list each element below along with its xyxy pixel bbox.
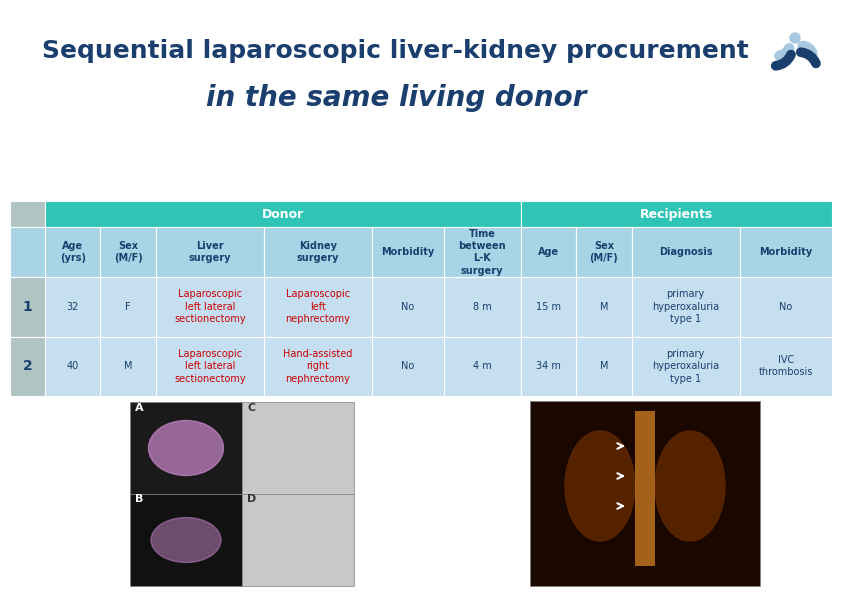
Bar [130, 494, 242, 586]
Text: IVC
thrombosis: IVC thrombosis [759, 355, 813, 377]
Text: M: M [124, 361, 132, 371]
Text: Sex
(M/F): Sex (M/F) [114, 241, 142, 263]
Circle shape [790, 33, 800, 43]
Text: 40: 40 [67, 361, 79, 371]
Bar [632, 277, 739, 337]
Bar [520, 201, 832, 227]
Bar [10, 227, 45, 277]
Text: 2: 2 [23, 359, 32, 373]
Text: Liver
surgery: Liver surgery [189, 241, 231, 263]
Bar [576, 337, 632, 396]
Bar [632, 227, 739, 277]
Bar [371, 227, 444, 277]
Text: Time
between
L-K
surgery: Time between L-K surgery [458, 229, 506, 276]
Text: Laparoscopic
left
nephrectomy: Laparoscopic left nephrectomy [285, 290, 350, 324]
Text: Laparoscopic
left lateral
sectionectomy: Laparoscopic left lateral sectionectomy [174, 290, 246, 324]
Bar [130, 402, 242, 494]
Text: Laparoscopic
left lateral
sectionectomy: Laparoscopic left lateral sectionectomy [174, 349, 246, 384]
Bar [739, 337, 832, 396]
Bar [576, 227, 632, 277]
Text: Morbidity: Morbidity [759, 247, 813, 257]
Text: M: M [600, 361, 608, 371]
Bar [264, 277, 371, 337]
Bar [635, 411, 655, 566]
Text: primary
hyperoxaluria
type 1: primary hyperoxaluria type 1 [652, 290, 719, 324]
FancyArrowPatch shape [801, 52, 816, 63]
Bar [100, 277, 156, 337]
Text: Kidney
surgery: Kidney surgery [296, 241, 339, 263]
Bar [45, 277, 100, 337]
Bar [264, 337, 371, 396]
FancyArrowPatch shape [802, 46, 813, 54]
Ellipse shape [565, 431, 635, 541]
Bar [45, 337, 100, 396]
Text: Age
(yrs): Age (yrs) [60, 241, 86, 263]
Text: 32: 32 [67, 302, 79, 312]
Text: 4 m: 4 m [472, 361, 492, 371]
Text: B: B [135, 494, 143, 504]
Bar [371, 277, 444, 337]
Bar [264, 227, 371, 277]
Bar [242, 494, 354, 586]
Bar [530, 401, 760, 586]
Bar [632, 337, 739, 396]
Text: in the same living donor: in the same living donor [205, 85, 586, 112]
Bar [242, 402, 354, 494]
Ellipse shape [151, 517, 221, 563]
Text: Donor: Donor [262, 207, 304, 221]
Text: 8 m: 8 m [472, 302, 492, 312]
Bar [576, 277, 632, 337]
Bar [10, 201, 45, 227]
Text: primary
hyperoxaluria
type 1: primary hyperoxaluria type 1 [652, 349, 719, 384]
Bar [739, 277, 832, 337]
Bar [10, 337, 45, 396]
Text: No: No [401, 302, 414, 312]
FancyArrowPatch shape [775, 55, 791, 66]
Bar [371, 337, 444, 396]
Text: 34 m: 34 m [536, 361, 561, 371]
Ellipse shape [655, 431, 725, 541]
Bar [444, 227, 520, 277]
Text: Diagnosis: Diagnosis [658, 247, 712, 257]
Text: Sex
(M/F): Sex (M/F) [589, 241, 618, 263]
Bar [156, 337, 264, 396]
Bar [444, 277, 520, 337]
Bar [156, 277, 264, 337]
Text: No: No [401, 361, 414, 371]
Text: Morbidity: Morbidity [381, 247, 434, 257]
Text: 1: 1 [23, 300, 32, 313]
Text: Recipients: Recipients [640, 207, 713, 221]
Text: No: No [779, 302, 792, 312]
Bar [10, 277, 45, 337]
Ellipse shape [148, 421, 223, 476]
Bar [156, 227, 264, 277]
Bar [100, 227, 156, 277]
Bar [520, 337, 576, 396]
Text: 15 m: 15 m [536, 302, 561, 312]
Text: M: M [600, 302, 608, 312]
Text: Age: Age [538, 247, 559, 257]
Text: A: A [135, 403, 144, 413]
Text: C: C [247, 403, 255, 413]
Text: Hand-assisted
right
nephrectomy: Hand-assisted right nephrectomy [283, 349, 353, 384]
Bar [100, 337, 156, 396]
Text: F: F [125, 302, 131, 312]
Bar [520, 227, 576, 277]
Bar [444, 337, 520, 396]
Text: Sequential laparoscopic liver-kidney procurement: Sequential laparoscopic liver-kidney pro… [42, 39, 749, 63]
Bar [520, 277, 576, 337]
Bar [739, 227, 832, 277]
Text: D: D [247, 494, 256, 504]
FancyArrowPatch shape [780, 49, 789, 56]
Bar [45, 227, 100, 277]
Bar [45, 201, 520, 227]
